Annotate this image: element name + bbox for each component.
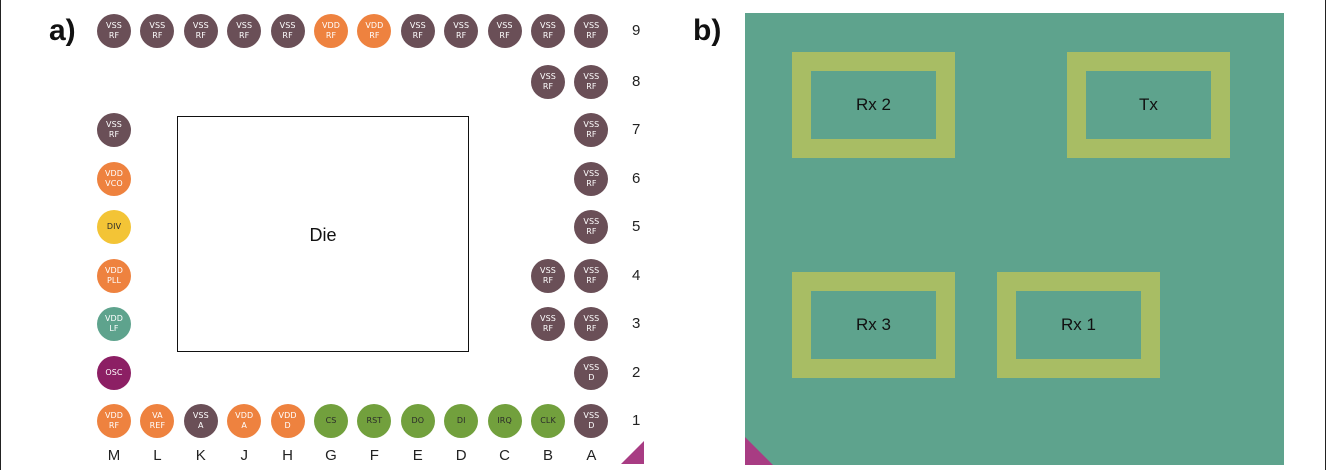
pad-B3: VSS RF bbox=[531, 307, 565, 341]
pad-A4: VSS RF bbox=[574, 259, 609, 293]
antenna-rx2-label: Rx 2 bbox=[856, 95, 891, 114]
pad-A6: VSS RF bbox=[574, 162, 609, 196]
die-outline: Die bbox=[177, 116, 469, 352]
column-label-M: M bbox=[107, 447, 121, 464]
row-label-2: 2 bbox=[632, 364, 641, 381]
pad-M3: VDD LF bbox=[97, 307, 131, 341]
column-label-F: F bbox=[369, 447, 379, 464]
pad-A2: VSS D bbox=[574, 356, 609, 390]
pad-A9: VSS RF bbox=[574, 14, 609, 48]
pad-M1: VDD RF bbox=[97, 404, 131, 438]
antenna-tx: Tx bbox=[1067, 52, 1230, 158]
antenna-rx3-label: Rx 3 bbox=[856, 315, 891, 334]
pad-E9: VSS RF bbox=[400, 14, 435, 48]
column-label-G: G bbox=[325, 447, 337, 464]
die-label: Die bbox=[309, 225, 337, 245]
row-label-9: 9 bbox=[632, 22, 641, 39]
pad-D9: VSS RF bbox=[444, 14, 479, 48]
pad-K9: VSS RF bbox=[183, 14, 218, 48]
column-label-A: A bbox=[586, 447, 597, 464]
row-label-3: 3 bbox=[632, 315, 641, 332]
column-label-J: J bbox=[240, 447, 248, 464]
pad-B9: VSS RF bbox=[531, 14, 565, 48]
pad-M9: VSS RF bbox=[97, 14, 131, 48]
pad-L9: VSS RF bbox=[140, 14, 175, 48]
panel-a-label: a) bbox=[49, 14, 76, 47]
pad-K1: VSS A bbox=[183, 404, 218, 438]
pad-F1: RST bbox=[357, 404, 392, 438]
pad-A7: VSS RF bbox=[574, 113, 609, 147]
pad-F9: VDD RF bbox=[357, 14, 392, 48]
column-label-K: K bbox=[195, 447, 206, 464]
antenna-tx-label: Tx bbox=[1139, 95, 1158, 114]
pad-G9: VDD RF bbox=[314, 14, 348, 48]
pad-M4: VDD PLL bbox=[97, 259, 131, 293]
pad-G1: CS bbox=[314, 404, 348, 438]
pad-A5: VSS RF bbox=[574, 210, 609, 244]
row-label-5: 5 bbox=[632, 218, 641, 235]
pad-M2: OSC bbox=[97, 356, 131, 390]
antenna-rx1-label: Rx 1 bbox=[1061, 315, 1096, 334]
pad-M7: VSS RF bbox=[97, 113, 131, 147]
pad-H1: VDD D bbox=[270, 404, 305, 438]
row-label-6: 6 bbox=[632, 170, 641, 187]
pad-B4: VSS RF bbox=[531, 259, 565, 293]
column-label-D: D bbox=[455, 447, 467, 464]
pad-C9: VSS RF bbox=[487, 14, 522, 48]
pad-J1: VDD A bbox=[227, 404, 262, 438]
antenna-rx2: Rx 2 bbox=[792, 52, 955, 158]
pad-B1: CLK bbox=[531, 404, 565, 438]
pad-E1: DO bbox=[400, 404, 435, 438]
column-label-L: L bbox=[153, 447, 162, 464]
board-corner-marker bbox=[745, 437, 773, 465]
row-label-1: 1 bbox=[632, 412, 641, 429]
panel-b-label: b) bbox=[693, 14, 722, 47]
row-label-8: 8 bbox=[632, 73, 641, 90]
pad-H9: VSS RF bbox=[270, 14, 305, 48]
pad-A8: VSS RF bbox=[574, 65, 609, 99]
antenna-rx1: Rx 1 bbox=[997, 272, 1160, 378]
pad-M5: DIV bbox=[97, 210, 131, 244]
antenna-board: Rx 2 Tx Rx 3 Rx 1 bbox=[745, 13, 1284, 465]
pad-A1: VSS D bbox=[574, 404, 609, 438]
pad-A3: VSS RF bbox=[574, 307, 609, 341]
pad-J9: VSS RF bbox=[227, 14, 262, 48]
antenna-rx3: Rx 3 bbox=[792, 272, 955, 378]
pin1-corner-marker bbox=[621, 441, 644, 464]
row-label-7: 7 bbox=[632, 121, 641, 138]
column-label-E: E bbox=[412, 447, 423, 464]
pad-L1: VA REF bbox=[140, 404, 175, 438]
pad-C1: IRQ bbox=[487, 404, 522, 438]
row-label-4: 4 bbox=[632, 267, 641, 284]
pad-B8: VSS RF bbox=[531, 65, 565, 99]
column-label-H: H bbox=[282, 447, 294, 464]
column-label-B: B bbox=[542, 447, 554, 464]
pad-D1: DI bbox=[444, 404, 479, 438]
pad-M6: VDD VCO bbox=[97, 162, 131, 196]
column-label-C: C bbox=[499, 447, 511, 464]
